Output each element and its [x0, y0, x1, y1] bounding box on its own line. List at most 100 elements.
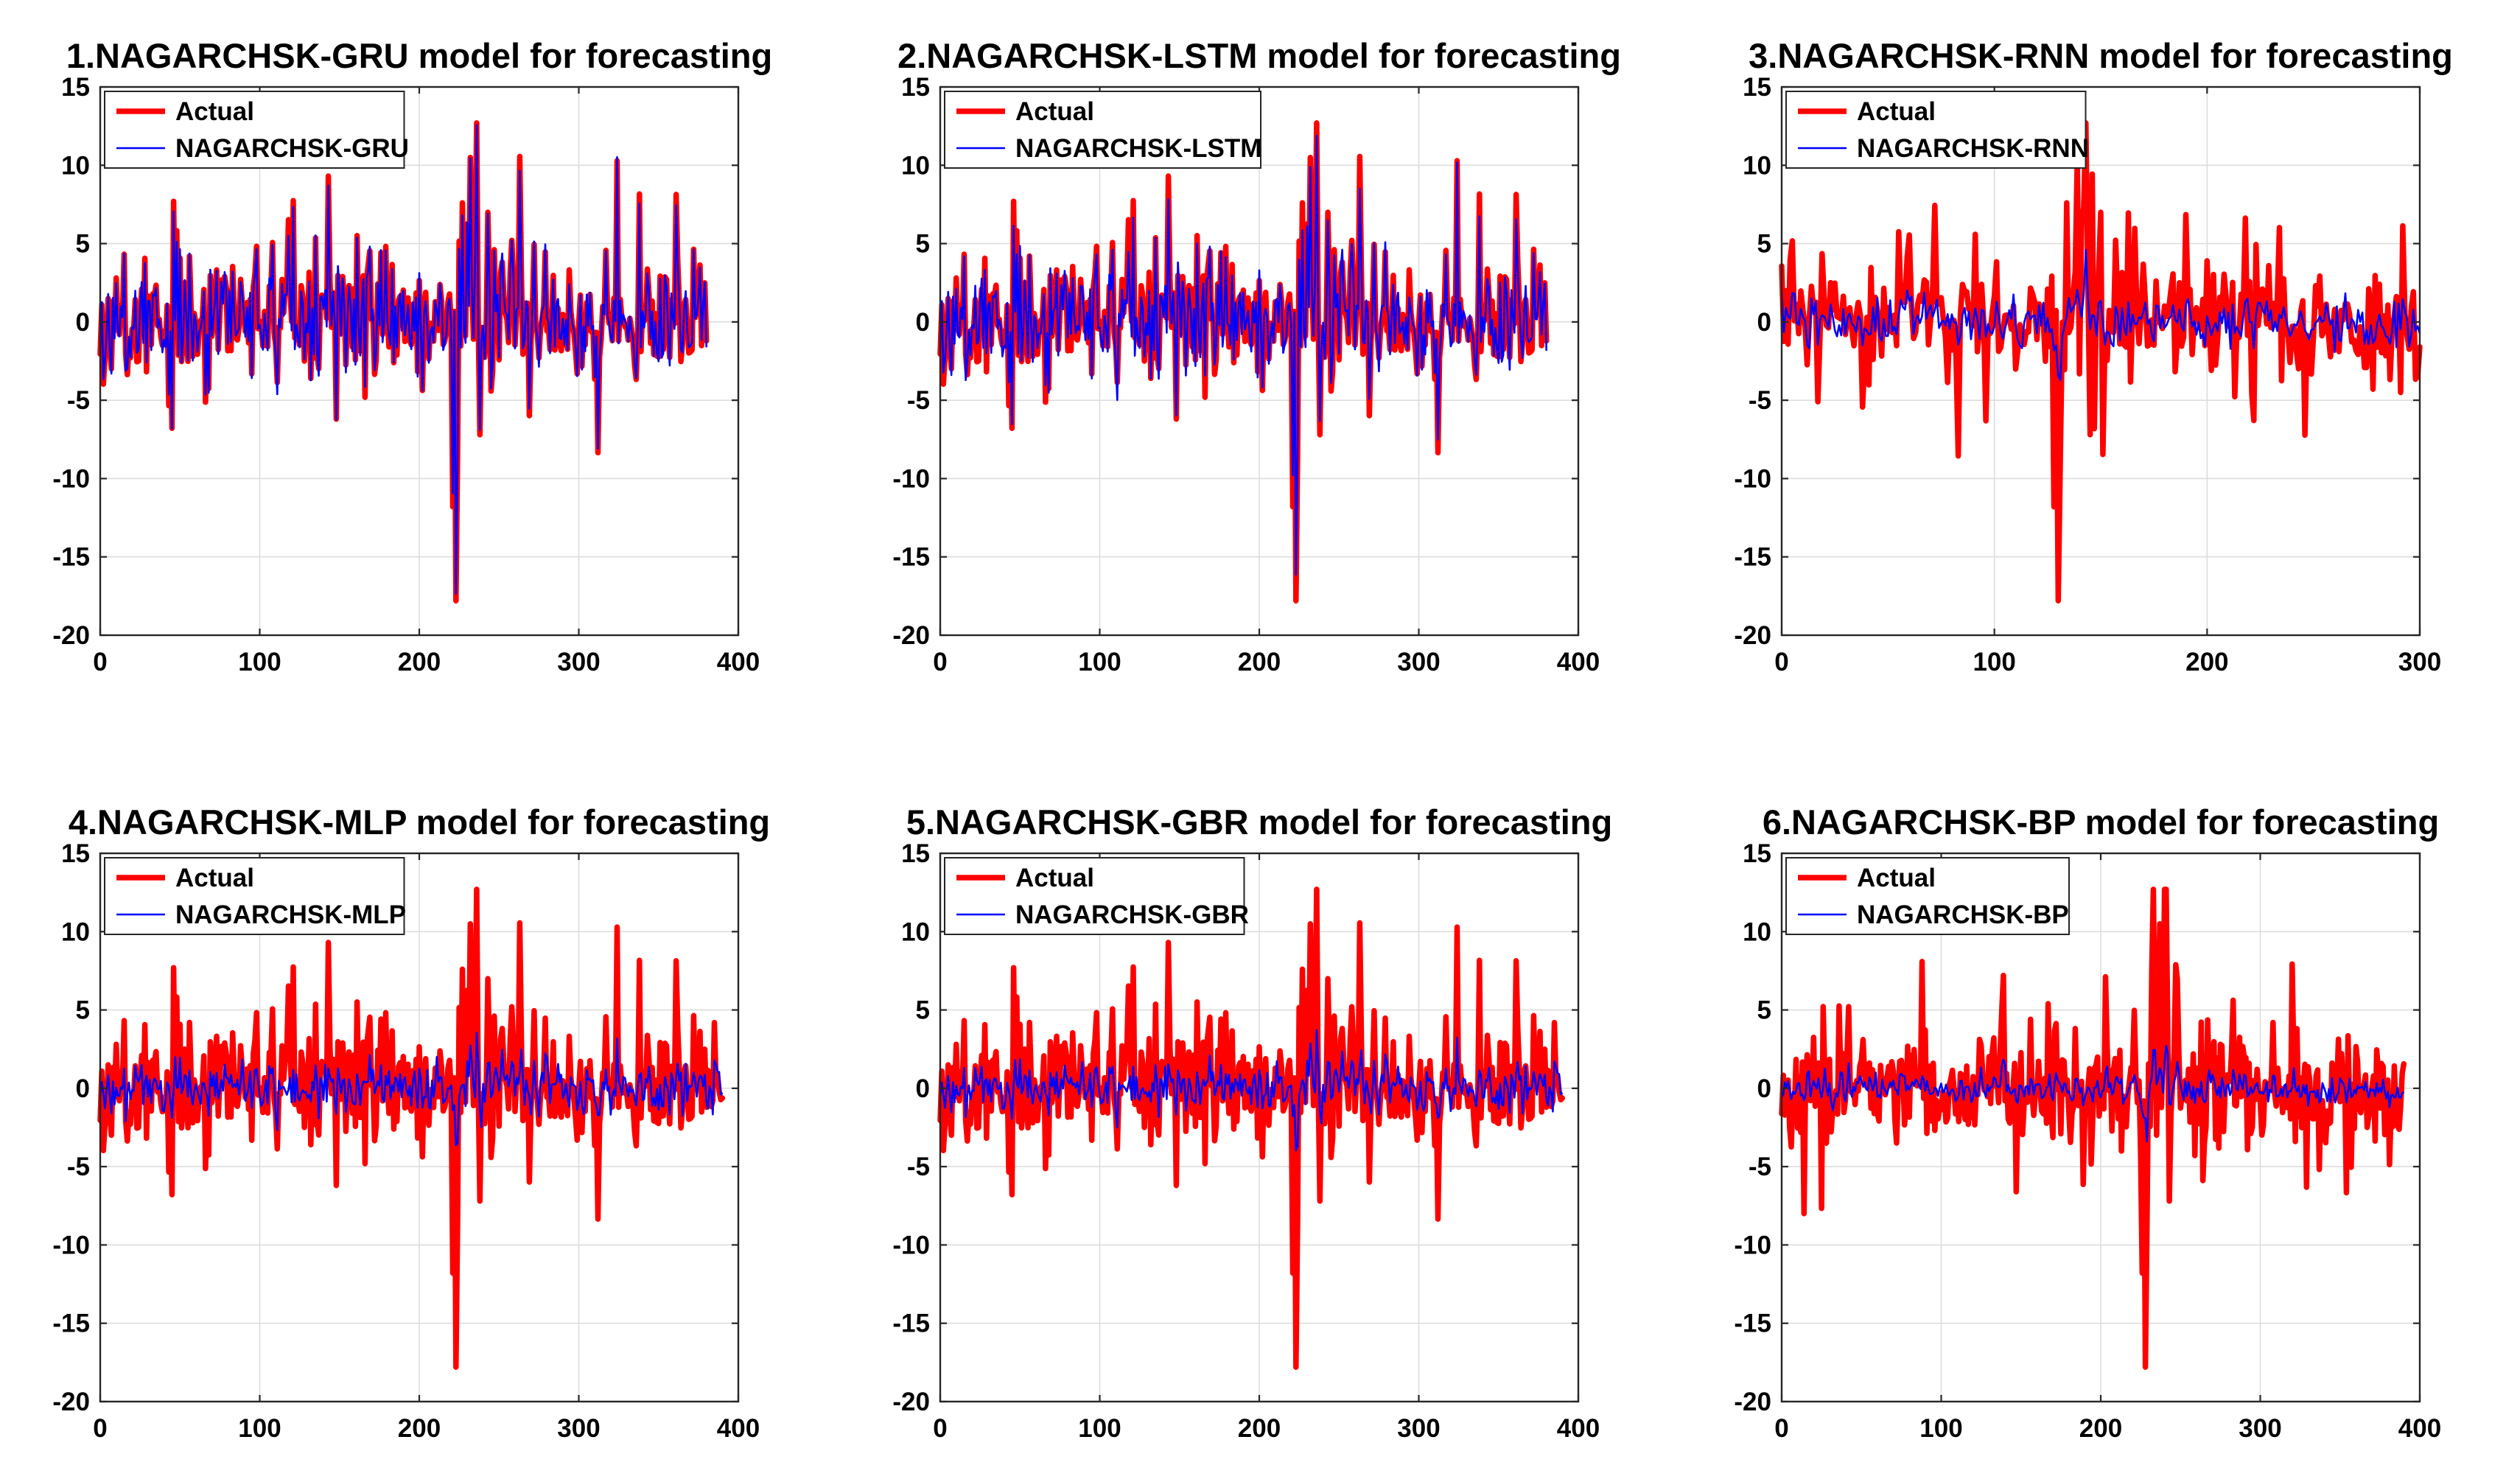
x-tick-label: 0	[93, 648, 107, 676]
y-tick-label: -5	[1749, 1153, 1771, 1181]
x-tick-label: 400	[717, 1414, 760, 1443]
y-tick-label: 0	[76, 1074, 90, 1103]
legend-label-forecast: NAGARCHSK-RNN	[1857, 134, 2089, 163]
x-tick-label: 100	[238, 648, 281, 676]
y-tick-label: 10	[61, 917, 90, 946]
chart-panel-1: -20 -15 -10 -5 0 5 10 15 0 100 200 300 400 1.NAGARCHS…	[52, 36, 772, 676]
y-tick-label: 10	[1743, 917, 1771, 946]
x-tick-label: 200	[1238, 648, 1281, 676]
y-tick-label: 5	[76, 996, 90, 1025]
y-tick-label: 0	[1757, 1074, 1771, 1103]
legend-label-actual: Actual	[1015, 864, 1094, 892]
x-tick-label: 100	[1919, 1414, 1962, 1443]
y-tick-label: 5	[76, 230, 90, 259]
y-tick-label: -20	[52, 621, 90, 650]
legend-box	[944, 91, 1261, 169]
series-line-actual	[1779, 120, 2423, 604]
y-tick-label: 0	[76, 308, 90, 337]
chart-title: 6.NAGARCHSK-BP model for forecasting	[1763, 802, 2439, 842]
y-tick-label: -10	[1734, 464, 1771, 493]
x-tick-label: 0	[933, 648, 947, 676]
series-line-forecast	[99, 1032, 724, 1147]
y-tick-label: 15	[901, 73, 930, 102]
legend-label-forecast: NAGARCHSK-BP	[1857, 900, 2069, 929]
y-tick-label: 0	[916, 1074, 930, 1103]
legend-box	[104, 857, 405, 935]
legend-box	[1785, 91, 2087, 169]
chart-panel-4: -20 -15 -10 -5 0 5 10 15 0 100 200 300 400 4.NAGARCHS…	[52, 802, 770, 1443]
legend-label-forecast: NAGARCHSK-MLP	[175, 900, 406, 929]
x-tick-label: 200	[1238, 1414, 1281, 1443]
x-tick-label: 0	[1774, 1414, 1788, 1443]
y-tick-label: 10	[901, 151, 930, 180]
x-tick-label: 200	[398, 648, 441, 676]
chart-panel-5: -20 -15 -10 -5 0 5 10 15 0 100 200 300 400 5.NAGARCHS…	[892, 802, 1612, 1443]
series-line-forecast	[939, 1029, 1564, 1152]
y-tick-label: -5	[67, 1153, 90, 1181]
chart-title: 1.NAGARCHSK-GRU model for forecasting	[66, 36, 772, 75]
x-tick-label: 400	[1557, 648, 1600, 676]
x-tick-label: 300	[2239, 1414, 2281, 1443]
legend: Actual NAGARCHSK-LSTM	[944, 91, 1261, 169]
y-tick-label: -5	[907, 1153, 930, 1181]
y-tick-label: 5	[916, 230, 930, 259]
y-tick-label: -5	[67, 386, 90, 415]
y-tick-label: -20	[1734, 621, 1771, 650]
y-tick-label: -5	[1749, 386, 1771, 415]
y-tick-label: -10	[892, 464, 930, 493]
x-tick-label: 0	[933, 1414, 947, 1443]
x-tick-label: 0	[93, 1414, 107, 1443]
x-tick-label: 300	[1397, 648, 1440, 676]
legend-label-forecast: NAGARCHSK-GBR	[1015, 900, 1249, 929]
y-tick-label: -20	[1734, 1388, 1771, 1416]
chart-title: 2.NAGARCHSK-LSTM model for forecasting	[897, 36, 1621, 75]
y-tick-label: 10	[901, 917, 930, 946]
legend-box	[104, 91, 405, 169]
legend-label-forecast: NAGARCHSK-LSTM	[1015, 134, 1261, 163]
y-tick-label: 10	[61, 151, 90, 180]
y-tick-label: -10	[892, 1231, 930, 1259]
chart-panel-6: -20 -15 -10 -5 0 5 10 15 0 100 200 300 400 6.NAGARCHS…	[1734, 802, 2441, 1443]
x-tick-label: 200	[2079, 1414, 2122, 1443]
y-tick-label: 15	[901, 839, 930, 868]
legend-label-actual: Actual	[1857, 97, 1936, 126]
y-tick-label: -20	[892, 1388, 930, 1416]
chart-panel-2: -20 -15 -10 -5 0 5 10 15 0 100 200 300 400 2.NAGARCHS…	[892, 36, 1621, 676]
series-line-actual	[1779, 886, 2407, 1370]
y-tick-label: -15	[892, 1309, 930, 1338]
chart-title: 4.NAGARCHSK-MLP model for forecasting	[69, 802, 770, 842]
x-tick-label: 400	[1557, 1414, 1600, 1443]
x-tick-label: 100	[1078, 648, 1121, 676]
x-tick-label: 400	[717, 648, 760, 676]
series-line-forecast	[1780, 1044, 2405, 1143]
series-line-actual	[937, 886, 1566, 1370]
x-tick-label: 400	[2398, 1414, 2441, 1443]
y-tick-label: 15	[1743, 839, 1771, 868]
y-tick-label: -15	[52, 1309, 90, 1338]
chart-title: 3.NAGARCHSK-RNN model for forecasting	[1749, 36, 2453, 75]
legend-label-actual: Actual	[175, 97, 254, 126]
legend: Actual NAGARCHSK-GBR	[944, 857, 1249, 935]
x-tick-label: 0	[1774, 648, 1788, 676]
y-tick-label: 5	[1757, 230, 1771, 259]
x-tick-label: 300	[2398, 648, 2441, 676]
y-tick-label: -5	[907, 386, 930, 415]
series-line-actual	[97, 886, 726, 1370]
y-tick-label: 15	[61, 73, 90, 102]
legend: Actual NAGARCHSK-MLP	[104, 857, 406, 935]
series-line-forecast	[1780, 248, 2421, 382]
y-tick-label: -15	[52, 543, 90, 572]
y-tick-label: 15	[61, 839, 90, 868]
x-tick-label: 100	[1078, 1414, 1121, 1443]
y-tick-label: -20	[892, 621, 930, 650]
series-line-forecast	[939, 134, 1547, 576]
y-tick-label: 15	[1743, 73, 1771, 102]
axes-box	[1780, 85, 2421, 637]
chart-panel-3: -20 -15 -10 -5 0 5 10 15 0 100 200 300 3.NAGARCHSK-R…	[1734, 36, 2452, 676]
legend: Actual NAGARCHSK-BP	[1785, 857, 2070, 935]
y-tick-label: 5	[1757, 996, 1771, 1025]
x-tick-label: 100	[238, 1414, 281, 1443]
y-tick-label: 0	[916, 308, 930, 337]
x-tick-label: 200	[398, 1414, 441, 1443]
